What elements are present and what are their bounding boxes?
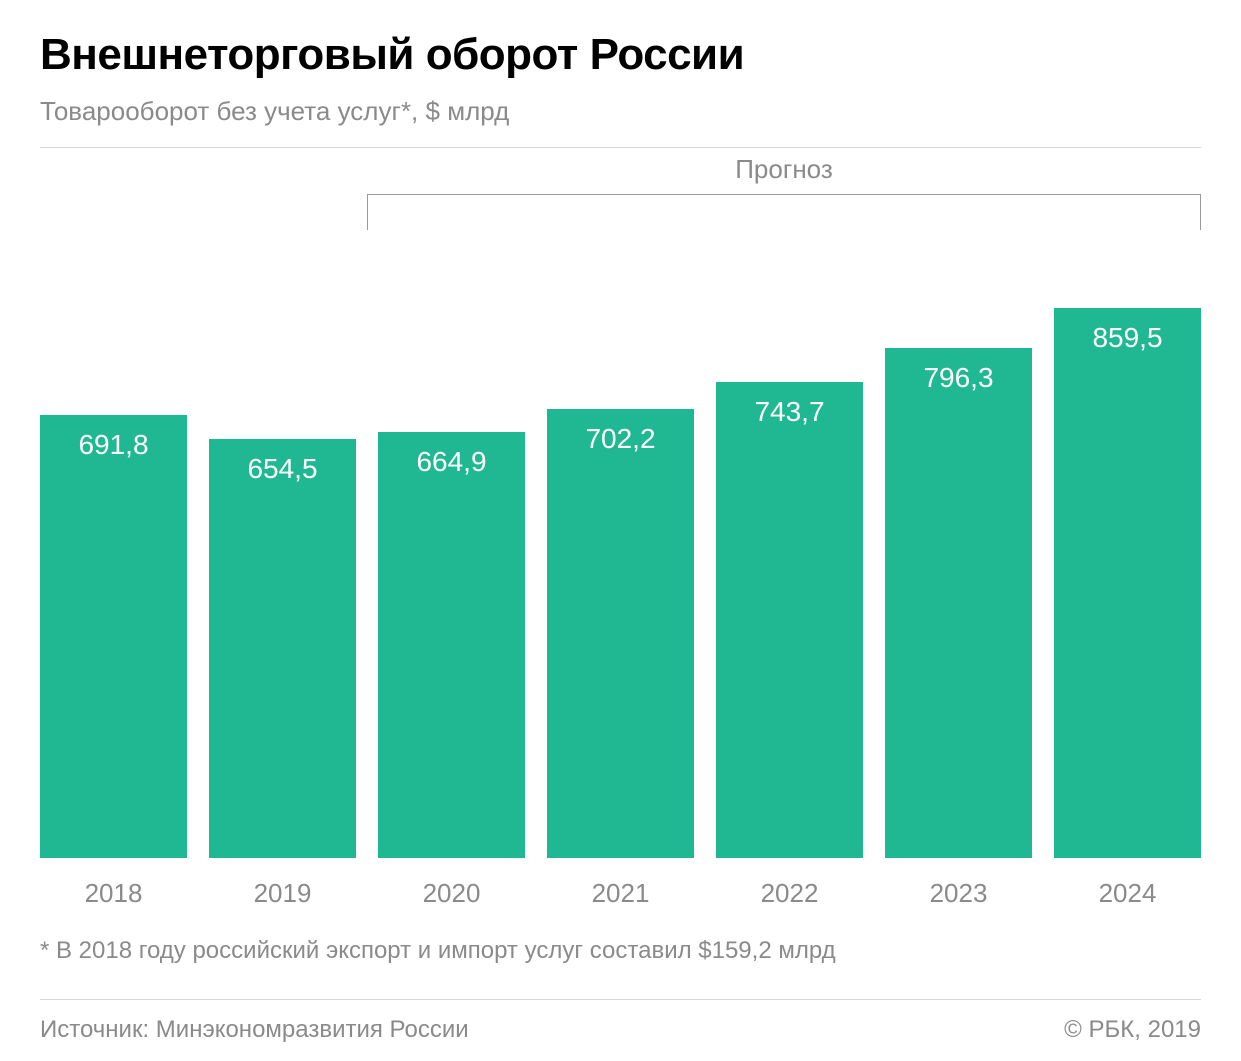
chart-area: Прогноз 691,8654,5664,9702,2743,7796,385… — [40, 158, 1201, 858]
bar-slot: 691,8 — [40, 218, 187, 858]
bars-container: 691,8 654,5 664,9 702,2 743,7 796,3 859,5 — [40, 218, 1201, 858]
bar-value-label: 859,5 — [1092, 322, 1162, 354]
x-axis-label: 2022 — [716, 878, 863, 909]
x-axis-label: 2021 — [547, 878, 694, 909]
x-axis-label: 2020 — [378, 878, 525, 909]
forecast-label: Прогноз — [735, 154, 833, 185]
bar-slot: 859,5 — [1054, 218, 1201, 858]
chart-footnote: * В 2018 году российский экспорт и импор… — [40, 937, 1201, 965]
bar: 702,2 — [547, 409, 694, 858]
bar-slot: 796,3 — [885, 218, 1032, 858]
chart-title: Внешнеторговый оборот России — [40, 30, 1201, 80]
bar: 796,3 — [885, 348, 1032, 858]
bar-value-label: 691,8 — [78, 429, 148, 461]
bar-value-label: 664,9 — [416, 446, 486, 478]
bar: 654,5 — [209, 439, 356, 858]
divider-bottom — [40, 999, 1201, 1000]
bar: 664,9 — [378, 432, 525, 858]
bar-value-label: 702,2 — [585, 423, 655, 455]
x-axis-label: 2019 — [209, 878, 356, 909]
bar: 691,8 — [40, 415, 187, 858]
bar-value-label: 796,3 — [923, 362, 993, 394]
bar: 743,7 — [716, 382, 863, 858]
copyright-text: © РБК, 2019 — [1064, 1016, 1201, 1044]
chart-footer: Источник: Минэкономразвития России © РБК… — [40, 1016, 1201, 1044]
source-text: Источник: Минэкономразвития России — [40, 1016, 469, 1044]
chart-subtitle: Товарооборот без учета услуг*, $ млрд — [40, 96, 1201, 127]
x-axis-label: 2018 — [40, 878, 187, 909]
x-axis-labels: 2018 2019 2020 2021 2022 2023 2024 — [40, 878, 1201, 909]
bar: 859,5 — [1054, 308, 1201, 858]
bar-slot: 743,7 — [716, 218, 863, 858]
bar-slot: 654,5 — [209, 218, 356, 858]
bar-value-label: 654,5 — [247, 453, 317, 485]
x-axis-label: 2024 — [1054, 878, 1201, 909]
bar-slot: 702,2 — [547, 218, 694, 858]
divider-top — [40, 147, 1201, 148]
bar-value-label: 743,7 — [754, 396, 824, 428]
x-axis-label: 2023 — [885, 878, 1032, 909]
bar-slot: 664,9 — [378, 218, 525, 858]
